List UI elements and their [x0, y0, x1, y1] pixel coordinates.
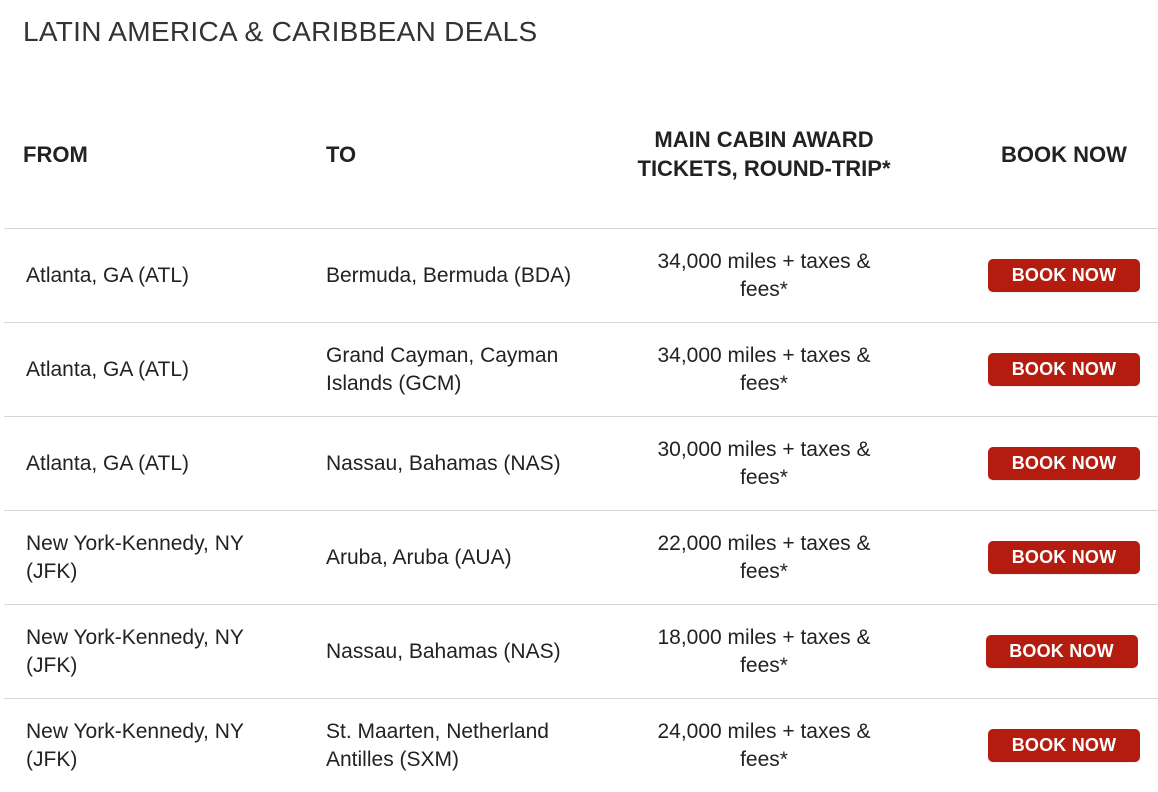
table-header: FROM TO MAIN CABIN AWARD TICKETS, ROUND-… [4, 80, 1158, 229]
to-cell: Nassau, Bahamas (NAS) [326, 639, 561, 663]
book-now-button[interactable]: BOOK NOW [988, 259, 1140, 292]
table-row: Atlanta, GA (ATL) Bermuda, Bermuda (BDA)… [4, 229, 1158, 323]
table-row: New York-Kennedy, NY (JFK) St. Maarten, … [4, 699, 1158, 792]
column-header-book-now: BOOK NOW [1001, 141, 1127, 167]
from-cell: Atlanta, GA (ATL) [26, 451, 190, 475]
to-cell: Aruba, Aruba (AUA) [326, 545, 512, 569]
book-cell: BOOK NOW [988, 511, 1140, 604]
miles-cell: 18,000 miles + taxes & fees* [657, 625, 871, 677]
column-header-to: TO [326, 141, 357, 167]
book-now-button[interactable]: BOOK NOW [988, 353, 1140, 386]
page-title: LATIN AMERICA & CARIBBEAN DEALS [23, 16, 538, 47]
book-cell: BOOK NOW [988, 417, 1140, 510]
book-now-button[interactable]: BOOK NOW [988, 729, 1140, 762]
book-cell: BOOK NOW [988, 699, 1140, 792]
table-row: New York-Kennedy, NY (JFK) Aruba, Aruba … [4, 511, 1158, 605]
table-row: New York-Kennedy, NY (JFK) Nassau, Baham… [4, 605, 1158, 699]
table-row: Atlanta, GA (ATL) Grand Cayman, Cayman I… [4, 323, 1158, 417]
from-cell: New York-Kennedy, NY (JFK) [26, 531, 244, 583]
from-cell: New York-Kennedy, NY (JFK) [26, 625, 244, 677]
book-cell: BOOK NOW [988, 323, 1140, 416]
to-cell: St. Maarten, Netherland Antilles (SXM) [326, 719, 549, 771]
from-cell: Atlanta, GA (ATL) [26, 263, 190, 287]
to-cell: Grand Cayman, Cayman Islands (GCM) [326, 343, 559, 395]
book-now-button[interactable]: BOOK NOW [985, 635, 1138, 668]
book-cell: BOOK NOW [985, 605, 1140, 698]
miles-cell: 30,000 miles + taxes & fees* [657, 437, 871, 489]
book-now-button[interactable]: BOOK NOW [988, 541, 1140, 574]
from-cell: New York-Kennedy, NY (JFK) [26, 719, 244, 771]
column-header-from: FROM [23, 141, 88, 167]
to-cell: Nassau, Bahamas (NAS) [326, 451, 561, 475]
column-header-miles: MAIN CABIN AWARD TICKETS, ROUND-TRIP* [637, 127, 891, 181]
book-cell: BOOK NOW [988, 229, 1140, 322]
book-now-button[interactable]: BOOK NOW [988, 447, 1140, 480]
table-row: Atlanta, GA (ATL) Nassau, Bahamas (NAS) … [4, 417, 1158, 511]
miles-cell: 24,000 miles + taxes & fees* [657, 719, 871, 771]
miles-cell: 22,000 miles + taxes & fees* [657, 531, 871, 583]
miles-cell: 34,000 miles + taxes & fees* [657, 343, 871, 395]
deals-table: FROM TO MAIN CABIN AWARD TICKETS, ROUND-… [4, 80, 1158, 792]
to-cell: Bermuda, Bermuda (BDA) [326, 263, 572, 287]
miles-cell: 34,000 miles + taxes & fees* [657, 249, 871, 301]
from-cell: Atlanta, GA (ATL) [26, 357, 190, 381]
